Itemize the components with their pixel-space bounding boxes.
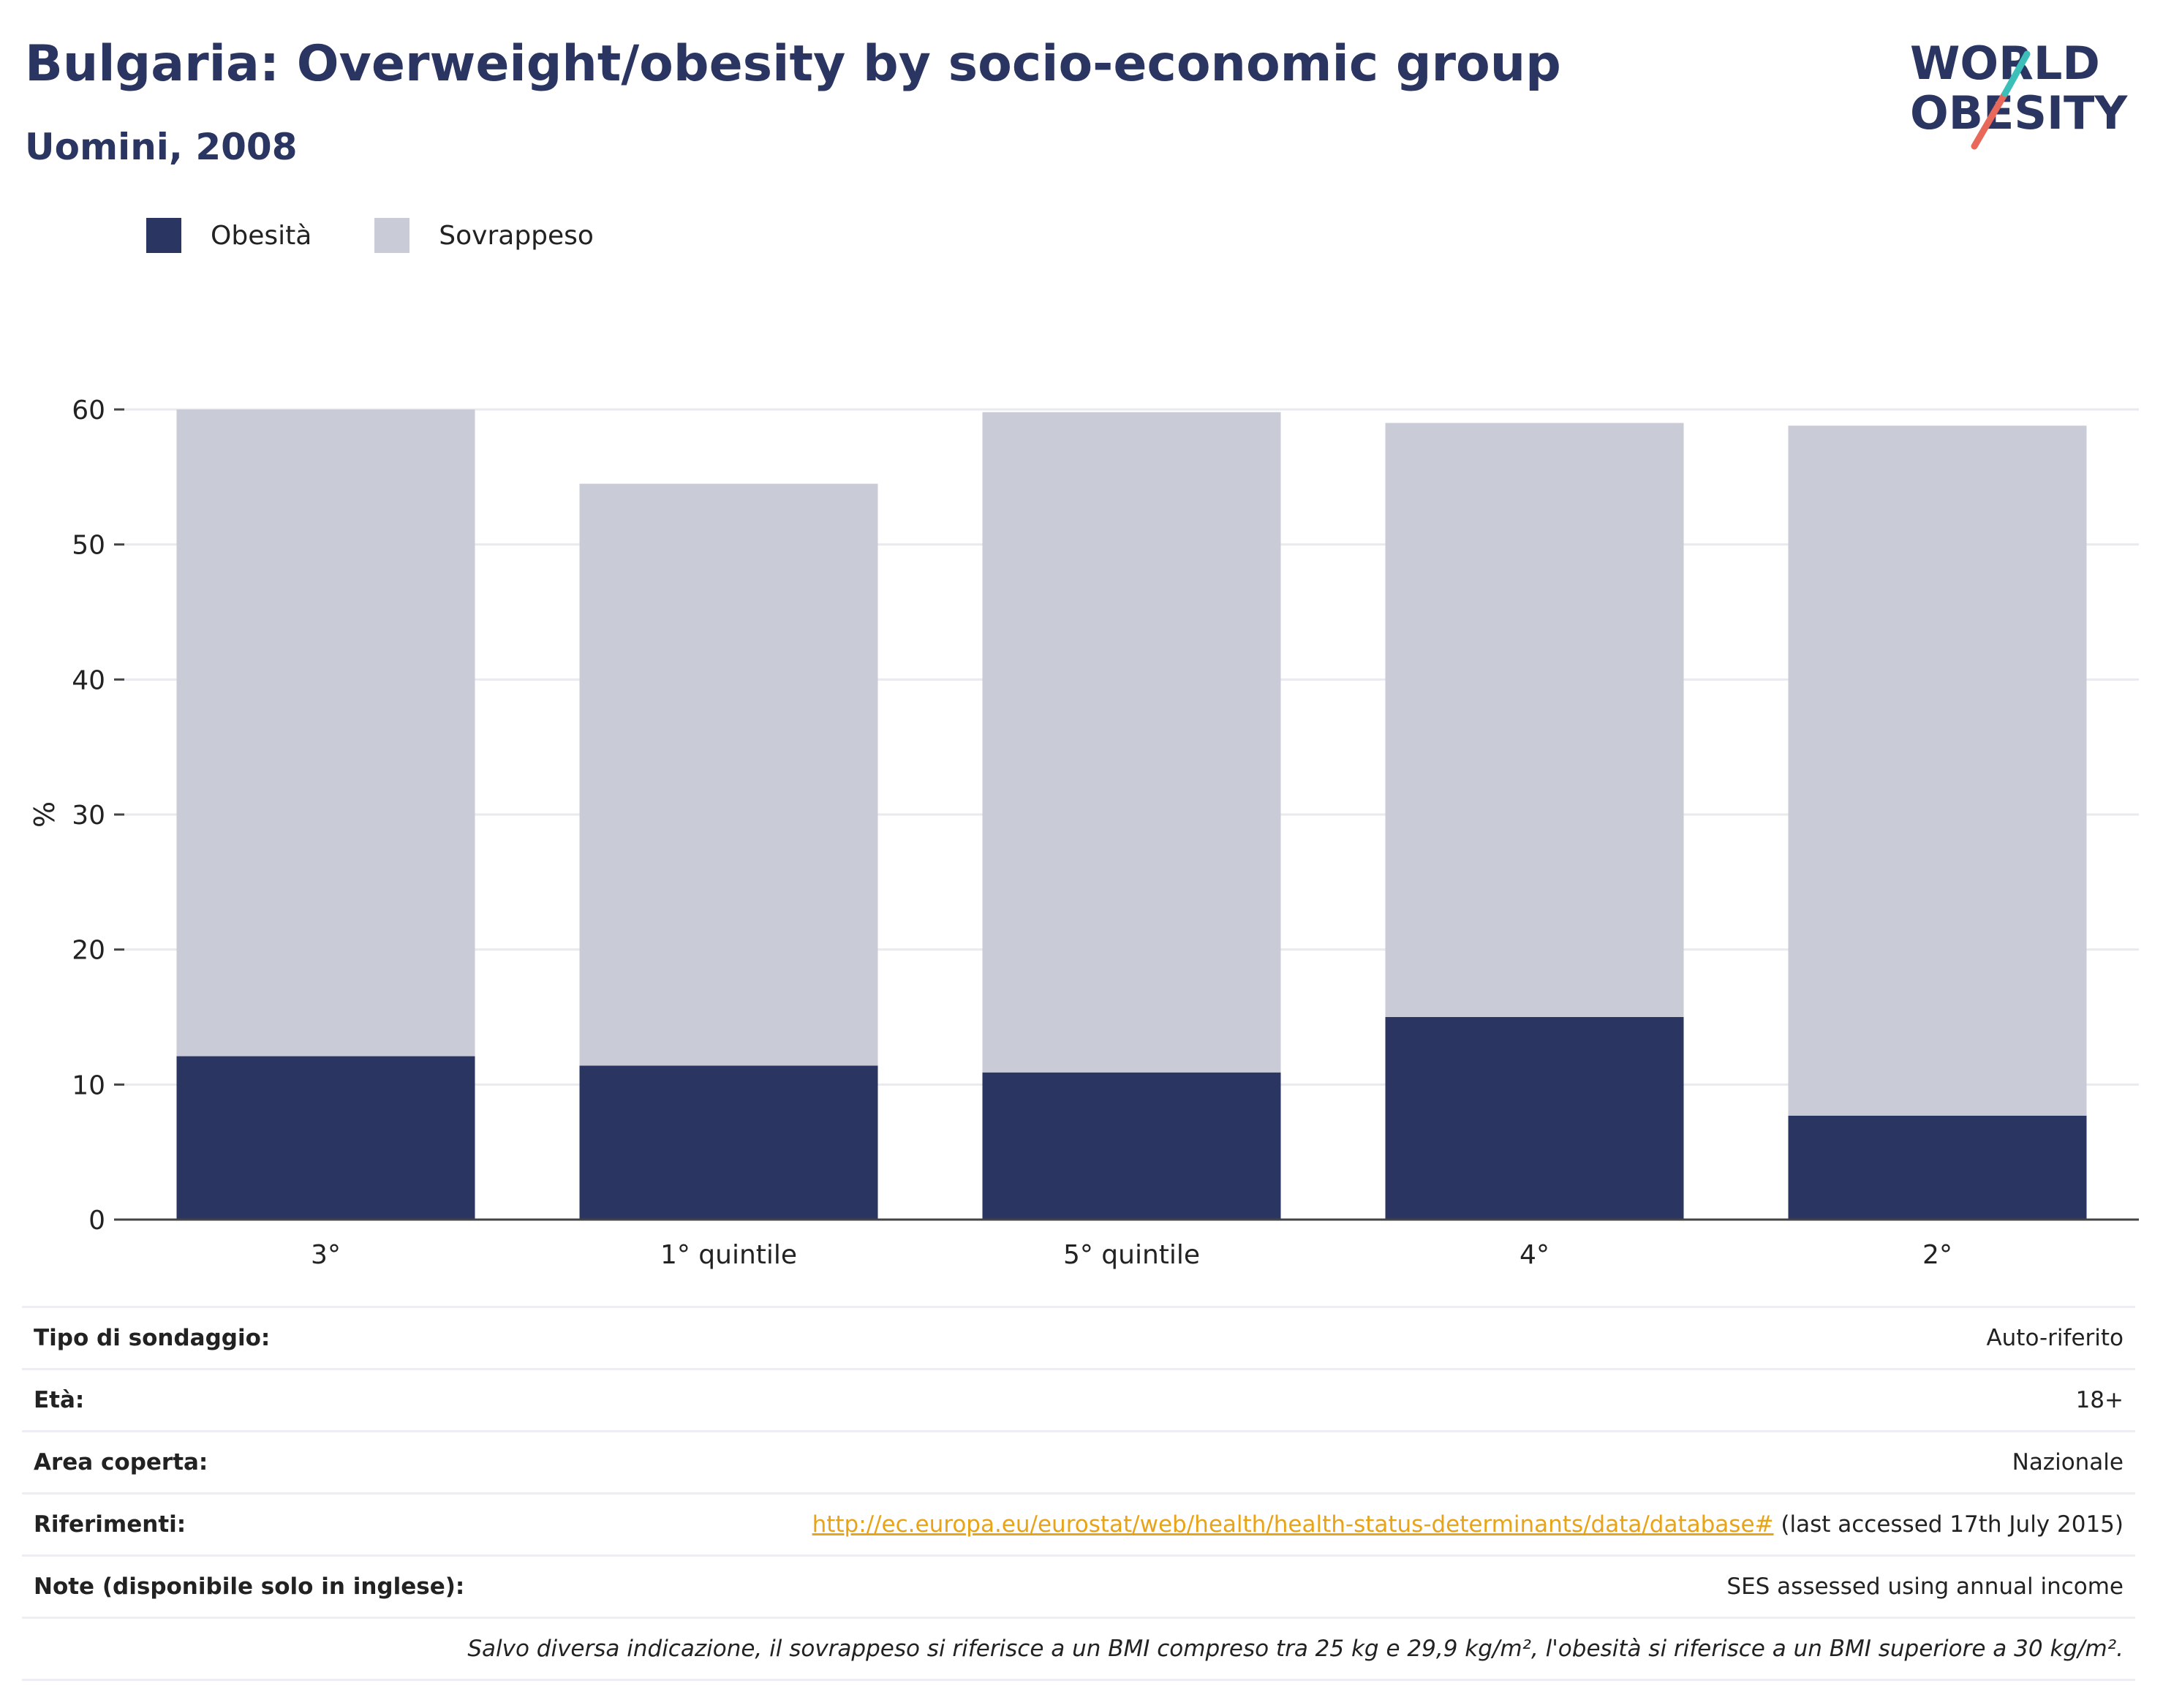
logo-slash-red — [1971, 90, 2009, 150]
legend-item-overweight[interactable]: Sovrappeso — [374, 218, 594, 253]
info-row-references: Riferimenti: http://ec.europa.eu/eurosta… — [22, 1492, 2135, 1554]
bmi-footnote: Salvo diversa indicazione, il sovrappeso… — [467, 1636, 2124, 1662]
notes-label: Note (disponibile solo in inglese): — [34, 1573, 465, 1600]
y-tick-label: 60 — [72, 396, 105, 426]
bar-obesity — [982, 1072, 1281, 1220]
info-row-area: Area coperta: Nazionale — [22, 1430, 2135, 1492]
x-tick-label: 3° — [311, 1240, 341, 1270]
bar-obesity — [579, 1065, 878, 1220]
stacked-bar-chart: 0 10 20 30 40 50 60% 3° 1° quintile 5° quintile 4°… — [29, 396, 2139, 1270]
x-tick-label: 2° — [1922, 1240, 1952, 1270]
y-tick-label: 40 — [72, 665, 105, 695]
bar-overweight — [176, 409, 475, 1057]
y-tick-label: 20 — [72, 936, 105, 966]
info-row-age: Età: 18+ — [22, 1368, 2135, 1430]
notes-value: SES assessed using annual income — [1726, 1573, 2124, 1600]
age-value: 18+ — [2075, 1387, 2124, 1413]
legend-swatch-obesity — [146, 218, 181, 253]
reference-link[interactable]: http://ec.europa.eu/eurostat/web/health/… — [812, 1511, 1774, 1538]
x-tick-label: 1° quintile — [660, 1240, 797, 1270]
age-label: Età: — [34, 1387, 85, 1413]
info-table: Tipo di sondaggio: Auto-riferito Età: 18… — [22, 1306, 2135, 1681]
logo-word-world: WORLD — [1910, 37, 2100, 90]
info-row-notes: Note (disponibile solo in inglese): SES … — [22, 1554, 2135, 1617]
chart-legend: Obesità Sovrappeso — [146, 216, 657, 254]
logo-word-obesity: OBESITY — [1910, 86, 2128, 140]
y-tick-label: 10 — [72, 1070, 105, 1100]
bar-obesity — [1788, 1115, 2087, 1220]
references-value: http://ec.europa.eu/eurostat/web/health/… — [812, 1511, 2135, 1538]
chart-subtitle: Uomini, 2008 — [25, 126, 298, 168]
y-tick-label: 0 — [88, 1206, 105, 1236]
bar-obesity — [176, 1056, 475, 1220]
legend-item-obesity[interactable]: Obesità — [146, 218, 312, 253]
legend-label-obesity: Obesità — [211, 220, 312, 251]
info-row-survey-type: Tipo di sondaggio: Auto-riferito — [22, 1306, 2135, 1368]
references-label: Riferimenti: — [34, 1511, 186, 1538]
area-label: Area coperta: — [34, 1449, 208, 1475]
bar-overweight — [982, 412, 1281, 1073]
chart-title: Bulgaria: Overweight/obesity by socio-ec… — [25, 35, 1561, 93]
world-obesity-logo: WORLD OBESITY — [1910, 37, 2128, 150]
reference-accessed-note: (last accessed 17th July 2015) — [1773, 1511, 2124, 1538]
y-axis-title: % — [29, 801, 61, 828]
y-tick-label: 50 — [72, 531, 105, 561]
y-tick-label: 30 — [72, 801, 105, 831]
legend-label-overweight: Sovrappeso — [439, 220, 594, 251]
logo-slash-teal — [2001, 50, 2031, 97]
bar-overweight — [579, 483, 878, 1066]
area-value: Nazionale — [2012, 1449, 2124, 1475]
survey-type-label: Tipo di sondaggio: — [34, 1325, 271, 1351]
survey-type-value: Auto-riferito — [1986, 1325, 2124, 1351]
x-tick-label: 4° — [1520, 1240, 1549, 1270]
info-row-footnote: Salvo diversa indicazione, il sovrappeso… — [22, 1617, 2135, 1681]
legend-swatch-overweight — [374, 218, 410, 253]
bar-overweight — [1385, 423, 1684, 1017]
x-tick-label: 5° quintile — [1063, 1240, 1200, 1270]
bar-overweight — [1788, 426, 2087, 1116]
bar-obesity — [1385, 1017, 1684, 1220]
